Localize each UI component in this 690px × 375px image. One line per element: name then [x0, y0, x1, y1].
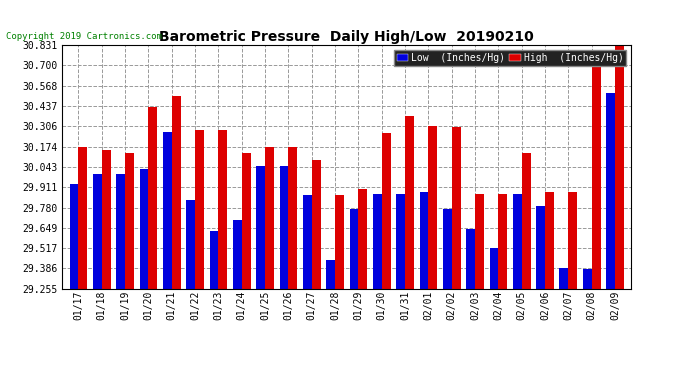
Bar: [466, 229, 475, 289]
Bar: [536, 206, 545, 289]
Bar: [241, 153, 250, 289]
Bar: [420, 192, 428, 289]
Bar: [452, 127, 461, 289]
Bar: [498, 194, 507, 289]
Bar: [615, 45, 624, 289]
Bar: [382, 134, 391, 289]
Bar: [219, 130, 227, 289]
Bar: [335, 195, 344, 289]
Title: Barometric Pressure  Daily High/Low  20190210: Barometric Pressure Daily High/Low 20190…: [159, 30, 534, 44]
Bar: [326, 260, 335, 289]
Bar: [606, 93, 615, 289]
Bar: [545, 192, 554, 289]
Bar: [489, 248, 498, 289]
Bar: [569, 192, 578, 289]
Bar: [233, 220, 242, 289]
Bar: [186, 200, 195, 289]
Bar: [405, 116, 414, 289]
Bar: [139, 169, 148, 289]
Bar: [303, 195, 312, 289]
Bar: [475, 194, 484, 289]
Bar: [93, 174, 101, 289]
Bar: [522, 153, 531, 289]
Bar: [583, 269, 592, 289]
Bar: [172, 96, 181, 289]
Bar: [70, 184, 79, 289]
Bar: [148, 107, 157, 289]
Bar: [428, 126, 437, 289]
Bar: [195, 130, 204, 289]
Bar: [592, 61, 600, 289]
Bar: [256, 166, 265, 289]
Bar: [358, 189, 367, 289]
Bar: [350, 209, 358, 289]
Bar: [163, 132, 172, 289]
Bar: [279, 166, 288, 289]
Bar: [312, 160, 321, 289]
Bar: [265, 147, 274, 289]
Bar: [513, 194, 522, 289]
Bar: [560, 268, 569, 289]
Bar: [443, 209, 452, 289]
Bar: [396, 194, 405, 289]
Bar: [79, 147, 88, 289]
Bar: [125, 153, 134, 289]
Bar: [101, 150, 110, 289]
Text: Copyright 2019 Cartronics.com: Copyright 2019 Cartronics.com: [6, 32, 161, 41]
Bar: [116, 174, 125, 289]
Bar: [373, 194, 382, 289]
Bar: [288, 147, 297, 289]
Bar: [210, 231, 219, 289]
Legend: Low  (Inches/Hg), High  (Inches/Hg): Low (Inches/Hg), High (Inches/Hg): [394, 50, 627, 66]
